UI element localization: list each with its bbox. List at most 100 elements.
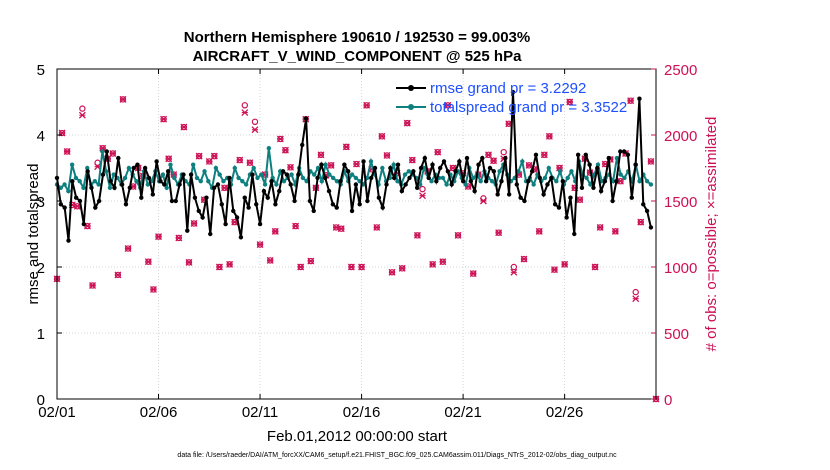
- rmse-point: [250, 172, 255, 177]
- rmse-point: [204, 195, 209, 200]
- totalspread-point: [417, 182, 423, 187]
- rmse-point: [495, 192, 500, 197]
- rmse-point: [357, 202, 362, 207]
- totalspread-point: [289, 172, 294, 177]
- x-axis-ticks: 02/01 02/06 02/11 02/16 02/21 02/26: [38, 69, 583, 421]
- rmse-point: [376, 195, 382, 200]
- totalspread-point: [470, 175, 476, 181]
- obs-assimilated-marker: [413, 231, 421, 239]
- totalspread-point: [402, 172, 408, 177]
- rmse-point: [572, 231, 577, 237]
- obs-assimilated-marker: [408, 156, 416, 164]
- y-right-tick-label: 2500: [664, 62, 697, 79]
- obs-assimilated-marker: [576, 196, 584, 204]
- totalspread-point: [172, 175, 177, 181]
- obs-count-markers: [53, 95, 660, 403]
- x-axis-label: Feb.01,2012 00:00:00 start: [267, 428, 448, 445]
- rmse-point: [453, 169, 458, 174]
- y-tick-label: 4: [37, 128, 45, 145]
- rmse-point: [353, 182, 359, 187]
- y-tick-label: 0: [37, 392, 45, 409]
- totalspread-point: [62, 182, 67, 187]
- totalspread-point: [542, 175, 548, 181]
- rmse-point: [162, 182, 167, 187]
- rmse-point: [372, 165, 378, 171]
- rmse-point: [119, 182, 125, 187]
- y-right-tick-label: 1500: [664, 194, 697, 211]
- obs-possible-marker: [500, 148, 507, 156]
- totalspread-point: [565, 175, 570, 181]
- obs-assimilated-marker: [144, 258, 152, 266]
- obs-assimilated-marker: [89, 282, 96, 289]
- obs-assimilated-marker: [221, 184, 228, 192]
- rmse-point: [273, 202, 278, 207]
- obs-assimilated-marker: [611, 227, 619, 235]
- rmse-point: [93, 205, 98, 210]
- totalspread-point: [569, 169, 574, 174]
- rmse-point: [564, 215, 569, 220]
- rmse-point: [434, 179, 439, 184]
- rmse-point: [641, 202, 646, 207]
- totalspread-point: [489, 179, 495, 184]
- rmse-point: [227, 175, 232, 181]
- rmse-point: [526, 179, 531, 184]
- totalspread-point: [463, 182, 468, 187]
- y-axis-right-ticks: 0 500 1000 1500 2000 2500: [651, 62, 697, 409]
- totalspread-point: [546, 165, 551, 171]
- totalspread-point: [312, 172, 317, 177]
- totalspread-point: [92, 179, 98, 184]
- rmse-point: [629, 195, 634, 200]
- rmse-point: [575, 152, 581, 157]
- rmse-point: [545, 182, 550, 187]
- rmse-point: [618, 149, 623, 154]
- rmse-point: [361, 159, 366, 164]
- rmse-point: [514, 182, 520, 187]
- rmse-point: [399, 188, 405, 194]
- rmse-point: [395, 162, 401, 167]
- y-tick-label: 1: [37, 326, 45, 343]
- obs-assimilated-marker: [358, 263, 366, 271]
- obs-assimilated-marker: [276, 135, 284, 143]
- rmse-point: [269, 179, 274, 184]
- rmse-point: [369, 175, 374, 181]
- rmse-point: [637, 96, 642, 101]
- totalspread-point: [107, 185, 113, 190]
- rmse-point: [533, 152, 539, 157]
- rmse-point: [142, 165, 148, 171]
- rmse-point: [303, 116, 309, 121]
- rmse-point: [58, 202, 64, 207]
- obs-assimilated-marker: [596, 223, 604, 231]
- rmse-point: [625, 152, 631, 157]
- obs-assimilated-marker: [429, 260, 437, 268]
- obs-assimilated-marker: [190, 219, 198, 227]
- rmse-point: [457, 159, 462, 164]
- obs-assimilated-marker: [266, 256, 274, 264]
- totalspread-point: [198, 179, 203, 184]
- totalspread-point: [81, 185, 86, 190]
- rmse-point: [591, 185, 596, 190]
- rmse-point: [165, 169, 171, 174]
- rmse-point: [200, 215, 205, 220]
- totalspread-point: [243, 182, 249, 187]
- totalspread-point: [618, 172, 623, 177]
- obs-assimilated-marker: [307, 257, 315, 265]
- totalspread-point: [319, 179, 325, 184]
- rmse-point: [257, 221, 263, 227]
- totalspread-point: [221, 179, 226, 184]
- rmse-point: [541, 192, 546, 197]
- rmse-point: [173, 198, 178, 204]
- rmse-point: [73, 195, 79, 200]
- totalspread-point: [520, 159, 525, 164]
- rmse-point: [246, 205, 251, 210]
- totalspread-point: [145, 182, 150, 187]
- rmse-point: [407, 175, 412, 181]
- obs-assimilated-marker: [551, 266, 558, 274]
- obs-assimilated-marker: [540, 151, 548, 159]
- obs-assimilated-marker: [637, 218, 645, 226]
- obs-assimilated-marker: [525, 161, 533, 169]
- obs-assimilated-marker: [591, 263, 599, 271]
- totalspread-point: [262, 182, 268, 187]
- rmse-point: [648, 225, 654, 230]
- plot-frame: [56, 68, 657, 400]
